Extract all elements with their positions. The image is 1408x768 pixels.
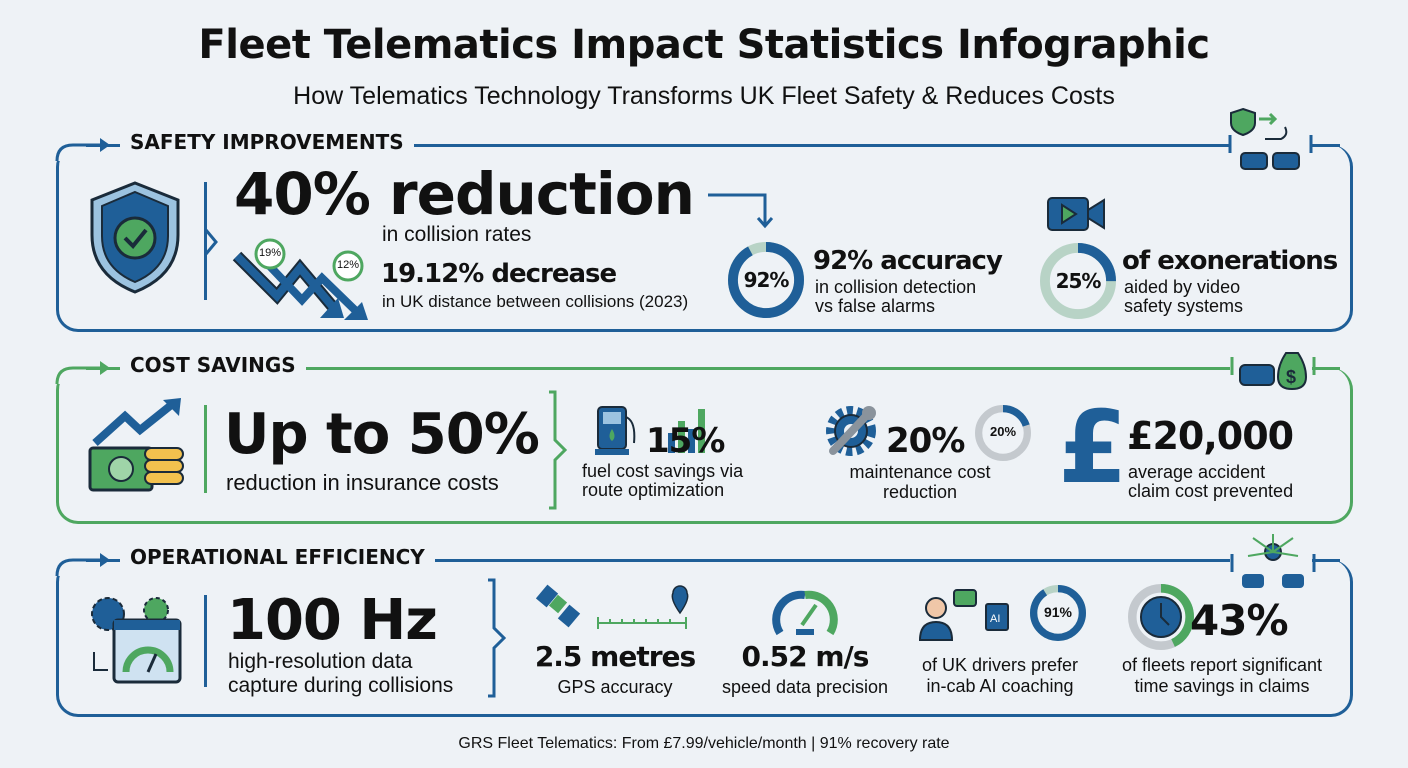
ring-fill (1040, 243, 1116, 319)
divider (204, 595, 207, 687)
section-label: SAFETY IMPROVEMENTS (120, 130, 414, 154)
fuel-value: 15% (646, 421, 725, 461)
insurance-headline: Up to 50% (224, 402, 540, 467)
page-subtitle: How Telematics Technology Transforms UK … (293, 82, 1115, 110)
ring-fill (975, 405, 1031, 461)
divider (204, 182, 207, 300)
vehicle-safety-icon (1228, 107, 1313, 170)
money-growth-icon (88, 398, 184, 492)
claims-sub1: of fleets report significant (1121, 655, 1323, 675)
footer: GRS Fleet Telematics: From £7.99/vehicle… (458, 735, 950, 752)
claims-time-ring (1128, 584, 1194, 650)
page-title: Fleet Telematics Impact Statistics Infog… (198, 22, 1210, 68)
gear-wrench-icon (826, 406, 876, 456)
decrease-sub: in UK distance between collisions (2023) (382, 292, 689, 311)
maintenance-sub1: maintenance cost (849, 462, 991, 482)
ai-sub1: of UK drivers prefer (921, 655, 1079, 675)
cost-top-line (70, 367, 1230, 370)
fuel-sub2: route optimization (582, 480, 725, 500)
exonerations-ring (1040, 243, 1116, 319)
ai-coaching-ring-label: 91% (1043, 604, 1073, 620)
claims-sub2: time savings in claims (1134, 676, 1310, 696)
video-camera-icon (1047, 197, 1105, 231)
ai-sub2: in-cab AI coaching (926, 676, 1074, 696)
ops-top-line (70, 559, 1230, 562)
accuracy-sub2: vs false alarms (815, 296, 936, 316)
capture-sub1: high-resolution data (228, 650, 413, 673)
svg-text:$: $ (1286, 367, 1296, 387)
arrow-icon (55, 361, 110, 385)
section-label: OPERATIONAL EFFICIENCY (120, 545, 435, 569)
capture-sub2: capture during collisions (228, 674, 454, 697)
maintenance-ring-label: 20% (989, 424, 1017, 439)
collision-reduction-sub: in collision rates (382, 223, 532, 246)
connector-arrow (708, 193, 774, 229)
exonerations-ring-label: 25% (1055, 269, 1102, 293)
maintenance-ring (975, 405, 1031, 461)
safety-top-line-right (1312, 144, 1340, 147)
satellite-gps-icon (536, 584, 689, 629)
ring-fill (728, 242, 804, 318)
arrow-icon (55, 138, 110, 162)
insurance-sub: reduction in insurance costs (226, 470, 499, 495)
gps-value: 2.5 metres (534, 640, 696, 673)
collision-reduction-headline: 40% reduction (234, 160, 695, 228)
clock-icon (1140, 596, 1182, 638)
fuel-pump-icon (595, 406, 705, 455)
claim-value: £20,000 (1127, 414, 1294, 458)
ring-fill (1030, 585, 1086, 641)
speed-value: 0.52 m/s (741, 640, 870, 673)
exonerations-title: of exonerations (1122, 246, 1338, 276)
claim-sub1: average accident (1128, 462, 1266, 482)
accuracy-title: 92% accuracy (813, 246, 1003, 276)
gps-sub: GPS accuracy (557, 677, 673, 697)
section-label: COST SAVINGS (120, 353, 306, 377)
safety-top-line (70, 144, 1230, 147)
accuracy-ring (728, 242, 804, 318)
claim-sub2: claim cost prevented (1128, 481, 1294, 501)
bracket-point (204, 229, 218, 255)
maintenance-value: 20% (886, 421, 965, 461)
badge-19: 19% (258, 247, 282, 259)
exonerations-sub1: aided by video (1124, 277, 1241, 297)
dashboard-gears-icon (91, 597, 182, 684)
car-money-bag-icon: $ (1230, 352, 1316, 391)
claims-value: 43% (1190, 596, 1289, 645)
shield-check-icon (90, 181, 180, 294)
safety-panel-border (56, 145, 1353, 332)
exonerations-sub2: safety systems (1124, 296, 1244, 316)
fuel-sub1: fuel cost savings via (582, 461, 744, 481)
downtrend-arrows-icon (232, 238, 368, 320)
cost-top-line-right (1312, 367, 1340, 370)
cost-panel-border (56, 368, 1353, 524)
network-vehicles-icon (1230, 534, 1316, 588)
arrow-icon (55, 553, 110, 577)
decrease-value: 19.12% decrease (381, 259, 617, 289)
bracket (549, 390, 568, 510)
capture-headline: 100 Hz (227, 588, 438, 653)
ring-fill (1128, 584, 1194, 650)
driver-ai-coaching-icon: AI (918, 589, 1009, 641)
divider (204, 405, 207, 493)
ai-coaching-ring (1030, 585, 1086, 641)
maintenance-sub2: reduction (882, 482, 958, 502)
pound-icon: £ (1058, 389, 1128, 506)
speedometer-icon (772, 590, 838, 636)
badge-12: 12% (336, 259, 360, 271)
accuracy-sub1: in collision detection (815, 277, 977, 297)
accuracy-ring-label: 92% (743, 268, 790, 292)
ops-panel-border (56, 560, 1353, 717)
bracket (488, 578, 507, 698)
speed-sub: speed data precision (721, 677, 889, 697)
svg-text:AI: AI (990, 613, 1000, 625)
ops-top-line-right (1312, 559, 1340, 562)
